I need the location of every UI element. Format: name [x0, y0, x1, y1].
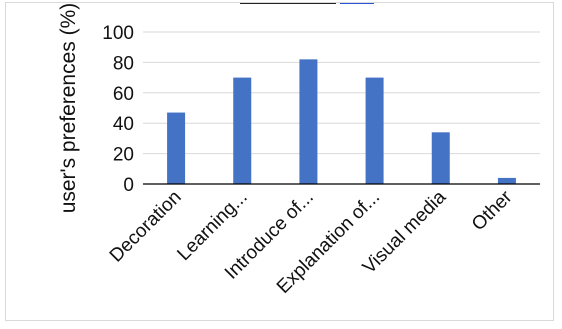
- y-tick-label: 80: [113, 53, 134, 74]
- x-tick-label: Other: [468, 186, 517, 235]
- y-tick-labels: 0 20 40 60 80 100: [102, 23, 134, 196]
- gridlines: [143, 31, 540, 155]
- bar: [299, 59, 318, 184]
- y-tick-label: 100: [102, 23, 134, 44]
- bar: [167, 112, 186, 184]
- y-tick-label: 0: [123, 175, 134, 196]
- bar: [497, 177, 516, 184]
- bar: [365, 77, 384, 184]
- y-tick-label: 40: [113, 114, 134, 135]
- chart-area-border: [5, 2, 554, 321]
- x-tick-label: Decoration: [106, 187, 186, 267]
- bars: [167, 59, 516, 184]
- y-tick-label: 20: [113, 145, 134, 166]
- y-tick-label: 60: [113, 84, 134, 105]
- cropped-caption-fragment: [0, 0, 562, 4]
- bar: [431, 132, 450, 184]
- bar: [233, 77, 252, 184]
- y-axis-title: user's preferences (%): [57, 3, 80, 214]
